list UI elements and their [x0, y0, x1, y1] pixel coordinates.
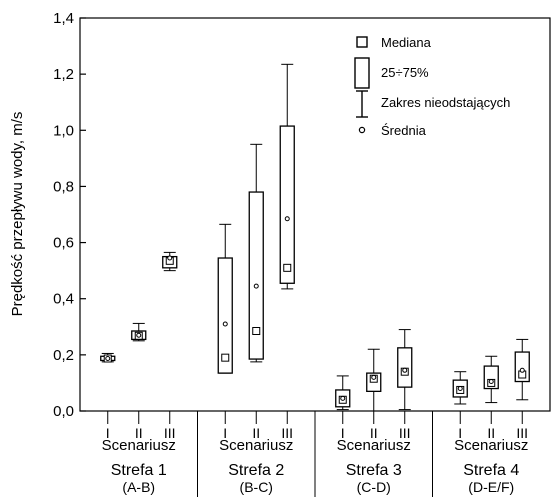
mean-marker — [340, 395, 346, 401]
iqr-box — [217, 257, 233, 374]
median-marker — [283, 263, 292, 272]
y-tick-label: 1,2 — [53, 66, 74, 83]
box-3-II — [366, 348, 382, 412]
scenario-label: Scenariusz — [454, 437, 528, 454]
legend-mean-marker — [358, 126, 366, 134]
box-4-III — [514, 338, 530, 401]
x-tick-label: I — [223, 425, 227, 441]
mean-marker — [253, 283, 259, 289]
plot-frame — [79, 17, 551, 412]
group-label: Strefa 1 — [111, 462, 167, 479]
mean-marker — [167, 255, 173, 261]
y-axis-label: Prędkość przepływu wody, m/s — [9, 112, 26, 317]
scenario-label: Scenariusz — [219, 437, 293, 454]
x-tick-label: I — [106, 425, 110, 441]
mean-marker — [222, 321, 228, 327]
box-1-I — [100, 352, 116, 363]
legend-mean-label: Średnia — [381, 123, 427, 138]
mean-marker — [488, 379, 494, 385]
mean-marker — [105, 356, 111, 362]
box-2-I — [217, 223, 233, 374]
legend-box-label: 25÷75% — [381, 65, 429, 80]
x-tick-label: II — [487, 425, 495, 441]
scenario-label: Scenariusz — [102, 437, 176, 454]
mean-marker — [371, 374, 377, 380]
group-label: Strefa 4 — [463, 462, 519, 479]
y-tick-label: 1,4 — [53, 10, 74, 27]
box-4-II — [483, 355, 499, 404]
legend-median-label: Mediana — [381, 35, 432, 50]
box-1-II — [131, 322, 147, 342]
legend-box-marker — [354, 57, 370, 89]
group-label: Strefa 2 — [228, 462, 284, 479]
legend-whisker-marker — [356, 90, 368, 118]
y-tick-label: 0,2 — [53, 347, 74, 364]
mean-marker — [519, 367, 525, 373]
mean-marker — [402, 367, 408, 373]
x-tick-label: II — [252, 425, 260, 441]
box-4-I — [452, 371, 468, 405]
mean-marker — [284, 216, 290, 222]
x-tick-label: III — [399, 425, 411, 441]
y-tick-label: 0,6 — [53, 235, 74, 252]
legend: Mediana 25÷75% Zakres nieodstających Śre… — [354, 35, 510, 138]
x-tick-label: I — [341, 425, 345, 441]
iqr-box — [279, 125, 295, 284]
box-3-III — [397, 329, 413, 411]
y-tick-label: 0,8 — [53, 178, 74, 195]
y-tick-label: 0,0 — [53, 403, 74, 420]
mean-marker — [457, 386, 463, 392]
y-axis: 0,0 0,2 0,4 0,6 0,8 1,0 1,2 1,4 — [53, 10, 86, 420]
group-sublabel: (A-B) — [122, 479, 155, 495]
x-tick-label: III — [516, 425, 528, 441]
mean-marker — [136, 332, 142, 338]
scenario-label: Scenariusz — [337, 437, 411, 454]
iqr-box — [397, 347, 413, 388]
x-tick-label: III — [281, 425, 293, 441]
x-tick-label: II — [370, 425, 378, 441]
y-tick-label: 0,4 — [53, 291, 74, 308]
iqr-box — [248, 191, 264, 360]
group-sublabel: (D-E/F) — [468, 479, 514, 495]
box-1-III — [162, 251, 178, 272]
median-marker — [221, 353, 230, 362]
group-sublabel: (B-C) — [240, 479, 273, 495]
x-tick-label: III — [164, 425, 176, 441]
y-tick-label: 1,0 — [53, 122, 74, 139]
median-marker — [252, 326, 261, 335]
box-2-II — [248, 143, 264, 363]
x-tick-label: I — [458, 425, 462, 441]
group-label: Strefa 3 — [346, 462, 402, 479]
box-series — [100, 63, 530, 412]
legend-whisker-label: Zakres nieodstających — [381, 95, 510, 110]
box-3-I — [335, 375, 351, 411]
legend-median-marker — [356, 36, 368, 48]
x-tick-label: II — [135, 425, 143, 441]
box-2-III — [279, 63, 295, 290]
group-sublabel: (C-D) — [357, 479, 391, 495]
